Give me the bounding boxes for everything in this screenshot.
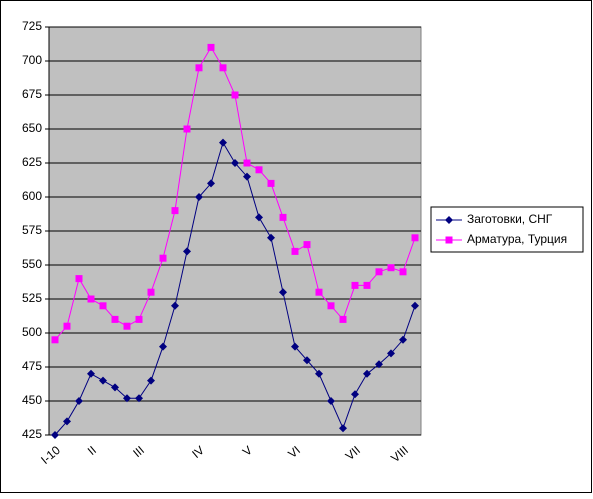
marker <box>243 172 251 181</box>
marker <box>411 234 419 242</box>
marker <box>231 91 239 99</box>
marker <box>219 138 227 147</box>
marker <box>339 424 347 433</box>
marker <box>267 233 275 242</box>
marker <box>111 383 119 392</box>
marker <box>291 342 299 351</box>
marker <box>267 179 275 187</box>
marker <box>363 281 371 289</box>
marker <box>123 322 131 330</box>
marker <box>387 349 395 358</box>
marker <box>291 247 299 255</box>
marker <box>99 302 107 310</box>
marker <box>243 159 251 167</box>
marker <box>387 264 395 272</box>
marker <box>207 179 215 188</box>
marker <box>411 301 419 310</box>
marker <box>75 397 83 405</box>
marker <box>351 390 359 399</box>
marker <box>399 335 407 344</box>
legend-marker <box>445 236 453 244</box>
marker <box>147 376 155 385</box>
marker <box>195 193 203 201</box>
marker <box>375 268 383 276</box>
marker <box>99 376 107 385</box>
marker <box>183 125 191 133</box>
y-tick-label: 500 <box>22 325 42 339</box>
legend-label: Арматура, Турция <box>467 232 567 246</box>
marker <box>63 322 71 330</box>
marker <box>255 166 263 174</box>
marker <box>327 302 335 310</box>
y-tick-label: 575 <box>22 223 42 237</box>
marker <box>123 394 131 403</box>
marker <box>147 288 155 296</box>
marker <box>183 247 191 256</box>
marker <box>195 64 203 72</box>
y-tick-label: 425 <box>22 427 42 441</box>
marker <box>363 369 371 378</box>
marker <box>87 369 95 378</box>
marker <box>327 397 335 405</box>
marker <box>303 241 311 249</box>
marker <box>159 254 167 262</box>
y-tick-label: 550 <box>22 257 42 271</box>
y-tick-label: 475 <box>22 359 42 373</box>
y-tick-label: 725 <box>22 19 42 33</box>
marker <box>171 207 179 215</box>
marker <box>315 288 323 296</box>
marker <box>51 431 59 439</box>
marker <box>375 360 383 369</box>
y-tick-label: 450 <box>22 393 42 407</box>
legend-label: Заготовки, СНГ <box>467 212 553 226</box>
marker <box>135 394 143 403</box>
marker <box>63 417 71 426</box>
y-tick-label: 650 <box>22 121 42 135</box>
marker <box>219 64 227 72</box>
marker <box>87 295 95 303</box>
marker <box>255 213 263 222</box>
marker <box>207 43 215 51</box>
y-tick-label: 525 <box>22 291 42 305</box>
marker <box>135 315 143 323</box>
marker <box>399 268 407 276</box>
marker <box>339 315 347 323</box>
marker <box>75 275 83 283</box>
y-tick-label: 700 <box>22 53 42 67</box>
marker <box>279 288 287 297</box>
legend: Заготовки, СНГ Арматура, Турция <box>430 206 584 253</box>
y-tick-label: 675 <box>22 87 42 101</box>
legend-box <box>430 206 584 253</box>
marker <box>159 342 167 351</box>
marker <box>279 213 287 221</box>
marker <box>51 336 59 344</box>
marker <box>171 301 179 310</box>
marker <box>351 281 359 289</box>
y-tick-label: 600 <box>22 189 42 203</box>
marker <box>303 356 311 365</box>
y-tick-label: 625 <box>22 155 42 169</box>
marker <box>315 369 323 378</box>
legend-marker <box>445 216 453 224</box>
marker <box>111 315 119 323</box>
marker <box>231 159 239 167</box>
